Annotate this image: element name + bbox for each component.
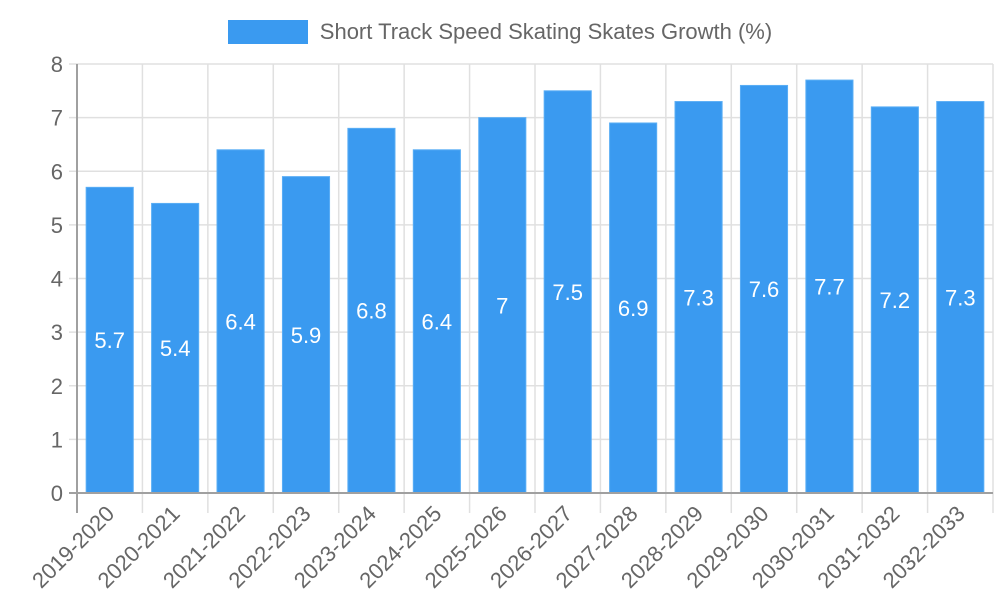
y-tick-label: 8	[51, 52, 63, 77]
bar-value-label: 5.9	[291, 323, 322, 348]
bar[interactable]	[609, 122, 658, 494]
bar[interactable]	[805, 79, 854, 494]
legend-label: Short Track Speed Skating Skates Growth …	[319, 19, 773, 44]
bar[interactable]	[85, 186, 134, 494]
y-tick-label: 5	[51, 213, 63, 238]
bar[interactable]	[412, 149, 461, 494]
y-tick-label: 7	[51, 106, 63, 131]
bar-value-label: 6.8	[356, 299, 387, 324]
y-tick-label: 1	[51, 427, 63, 452]
bar-value-label: 6.9	[618, 296, 649, 321]
axes	[69, 64, 993, 513]
bar[interactable]	[739, 84, 789, 494]
bar-value-label: 7.2	[880, 288, 911, 313]
y-axis-ticks: 0 1 2 3 4 5 6 7 8	[51, 52, 63, 506]
y-tick-label: 2	[51, 374, 63, 399]
bar-value-label: 6.4	[225, 309, 256, 334]
bars	[85, 79, 985, 494]
bar-value-label: 5.4	[160, 336, 191, 361]
chart-legend[interactable]: Short Track Speed Skating Skates Growth …	[0, 18, 1000, 46]
y-tick-label: 4	[51, 267, 63, 292]
bar-value-label: 6.4	[422, 309, 453, 334]
grid-lines	[69, 63, 994, 513]
y-tick-label: 6	[51, 159, 63, 184]
bar[interactable]	[936, 101, 985, 494]
bar-value-label: 7.7	[814, 275, 845, 300]
bar[interactable]	[870, 106, 919, 494]
y-tick-label: 0	[51, 481, 63, 506]
bar-value-label: 7.3	[683, 285, 714, 310]
bar[interactable]	[674, 101, 723, 494]
bar-value-label: 5.7	[94, 328, 125, 353]
bar-value-label: 7	[496, 293, 508, 318]
bar-value-labels: 5.7 5.4 6.4 5.9 6.8 6.4 7 7.5 6.9 7.3 7.6 7.7 7.2 7.3	[94, 275, 975, 362]
bar[interactable]	[347, 127, 396, 494]
bar[interactable]	[151, 202, 200, 494]
legend-swatch	[227, 20, 308, 44]
bar-value-label: 7.3	[945, 285, 976, 310]
bar[interactable]	[281, 176, 331, 494]
bar-value-label: 7.6	[749, 277, 780, 302]
bar[interactable]	[543, 90, 592, 494]
y-tick-label: 3	[51, 320, 63, 345]
bar[interactable]	[216, 149, 265, 494]
bar-value-label: 7.5	[552, 280, 583, 305]
x-axis-ticks: 2019-20202020-20212021-20222022-20232023…	[27, 501, 970, 593]
